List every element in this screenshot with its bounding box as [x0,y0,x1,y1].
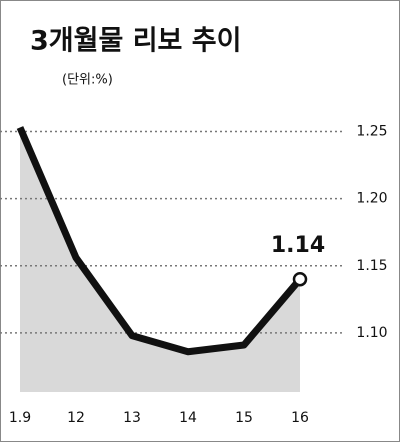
y-tick-label: 1.10 [356,325,387,341]
area [20,127,300,392]
x-tick-label: 1.9 [9,410,31,426]
data-label: 1.14 [271,233,325,258]
chart-title: 3개월물 리보 추이 [30,26,241,57]
point [292,271,308,287]
chart-subtitle: (단위:%) [62,73,113,88]
y-tick-label: 1.20 [356,191,387,207]
x-tick-label: 14 [179,410,197,426]
y-tick-label: 1.25 [356,123,387,139]
line [16,126,303,356]
x-tick-label: 12 [67,410,85,426]
y-tick-label: 1.15 [356,258,387,274]
x-tick-label: 13 [123,410,141,426]
x-tick-label: 15 [235,410,253,426]
x-tick-label: 16 [291,410,309,426]
